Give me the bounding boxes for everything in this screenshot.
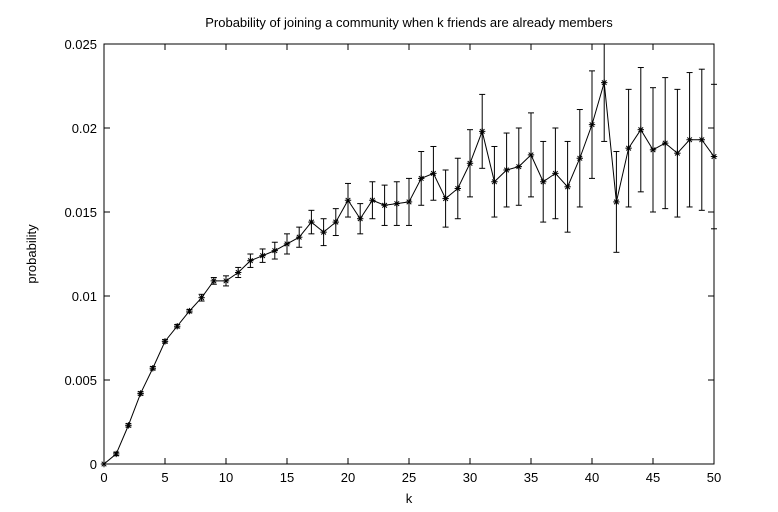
x-axis-label: k [406,491,413,506]
data-point-marker [576,155,583,162]
data-point-marker [186,307,193,315]
x-tick-label: 45 [646,470,660,485]
data-point-marker [161,338,169,345]
x-tick-label: 20 [341,470,355,485]
x-tick-label: 25 [402,470,416,485]
data-point-marker [381,202,388,209]
data-point-marker [369,197,376,204]
data-point-marker [344,197,352,204]
data-point-marker [247,257,254,264]
data-point-marker [357,215,364,222]
data-point-marker [686,136,693,143]
y-tick-label: 0.01 [72,289,97,304]
data-point-marker [137,390,144,397]
x-tick-label: 35 [524,470,538,485]
data-point-marker [296,234,303,241]
x-tick-label: 10 [219,470,233,485]
data-point-marker [637,126,644,133]
data-point-marker [259,252,266,259]
y-tick-label: 0.02 [72,121,97,136]
data-point-marker [320,228,327,236]
plot-frame [103,43,715,465]
data-point-marker [698,136,705,143]
data-point-marker [552,170,559,177]
data-point-marker [564,183,571,190]
data-point-marker [491,178,498,185]
data-point-marker [601,79,608,86]
y-ticks: 0 0.005 0.01 0.015 0.02 0.025 [64,37,714,472]
data-point-marker [125,422,132,429]
data-point-marker [503,166,510,174]
data-point-marker [418,175,425,182]
markers [100,79,718,468]
x-tick-label: 0 [100,470,107,485]
data-point-marker [588,121,596,128]
data-point-marker [198,294,205,301]
data-point-marker [625,144,632,152]
y-tick-label: 0.025 [64,37,97,52]
data-point-marker [442,195,449,202]
data-point-marker [308,218,315,226]
data-point-marker [393,200,400,207]
data-point-marker [222,277,230,285]
data-point-marker [454,185,461,192]
data-point-marker [710,153,718,160]
x-tick-label: 15 [280,470,294,485]
data-point-marker [405,198,413,206]
data-point-marker [332,218,339,226]
y-axis-label: probability [24,224,39,284]
data-point-marker [210,277,217,285]
data-point-marker [479,128,486,135]
chart-title: Probability of joining a community when … [205,15,613,30]
data-point-marker [540,178,547,185]
series-line [103,82,715,465]
x-ticks: 0 5 10 15 20 25 30 35 40 45 50 [100,44,721,485]
data-point-marker [283,240,291,248]
error-bar [601,44,608,142]
data-point-marker [674,150,681,157]
y-tick-label: 0.015 [64,205,97,220]
data-point-marker [662,139,669,147]
x-tick-label: 50 [707,470,721,485]
data-point-marker [466,160,474,167]
x-tick-label: 5 [161,470,168,485]
data-point-marker [271,247,278,254]
data-point-marker [515,163,522,170]
x-tick-label: 40 [585,470,599,485]
data-point-marker [527,151,535,159]
data-point-marker [113,450,120,458]
y-tick-label: 0.005 [64,373,97,388]
data-point-marker [100,460,108,468]
data-point-marker [613,198,620,206]
data-point-marker [235,269,242,276]
data-point-marker [174,323,181,330]
data-point-marker [649,146,657,154]
y-tick-label: 0 [90,457,97,472]
error-bars [113,44,717,457]
data-point-marker [149,365,156,372]
data-point-marker [430,170,437,177]
x-tick-label: 30 [463,470,477,485]
